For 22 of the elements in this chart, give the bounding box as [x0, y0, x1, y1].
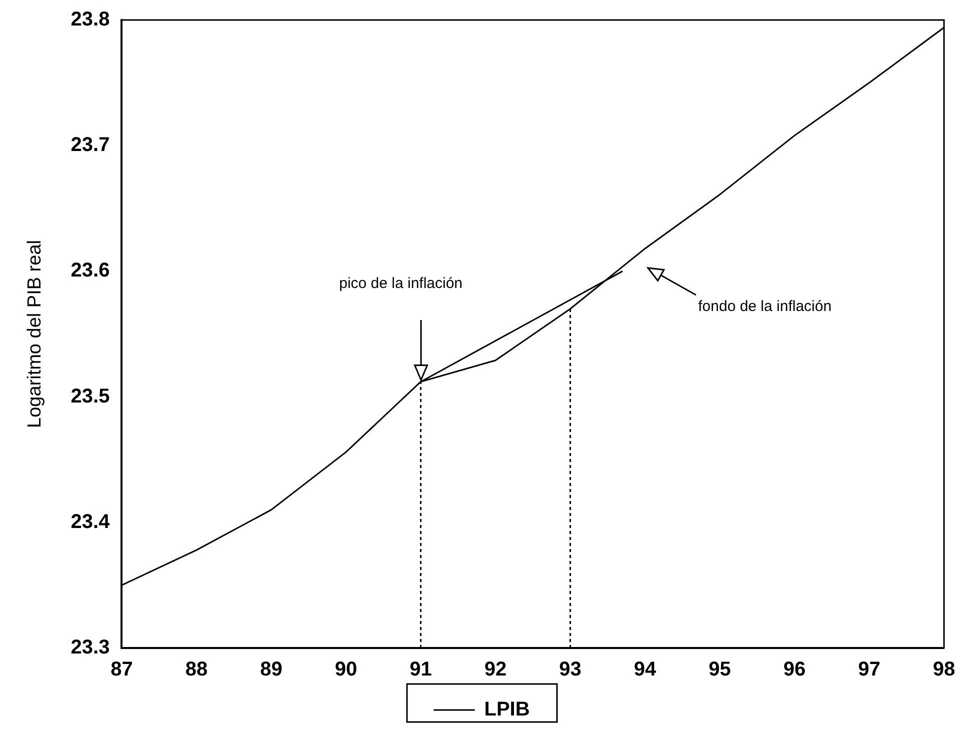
x-tick-label: 98	[932, 658, 956, 681]
legend-label: LPIB	[484, 698, 530, 721]
x-tick-label: 95	[708, 658, 731, 681]
x-tick-label: 96	[783, 658, 806, 681]
x-tick-label: 87	[110, 658, 133, 681]
x-tick-label: 92	[484, 658, 507, 681]
x-tick-label: 91	[410, 658, 432, 681]
x-tick-label: 93	[559, 658, 582, 681]
x-tick-label: 94	[634, 658, 657, 681]
x-tick-label: 88	[185, 658, 208, 681]
annotation: fondo de la inflación	[698, 298, 832, 316]
y-tick-label: 23.3	[70, 636, 110, 659]
x-tick-label: 97	[858, 658, 880, 681]
x-tick-label: 90	[334, 658, 358, 681]
y-tick-label: 23.7	[70, 134, 110, 156]
y-axis-title: Logaritmo del PIB real	[24, 240, 46, 428]
x-tick-label: 89	[260, 658, 282, 681]
y-tick-label: 23.5	[70, 385, 110, 408]
y-tick-label: 23.6	[70, 260, 110, 282]
y-tick-label: 23.4	[70, 510, 111, 533]
y-tick-label: 23.8	[70, 8, 110, 31]
annotation: pico de la inflación	[339, 274, 463, 292]
